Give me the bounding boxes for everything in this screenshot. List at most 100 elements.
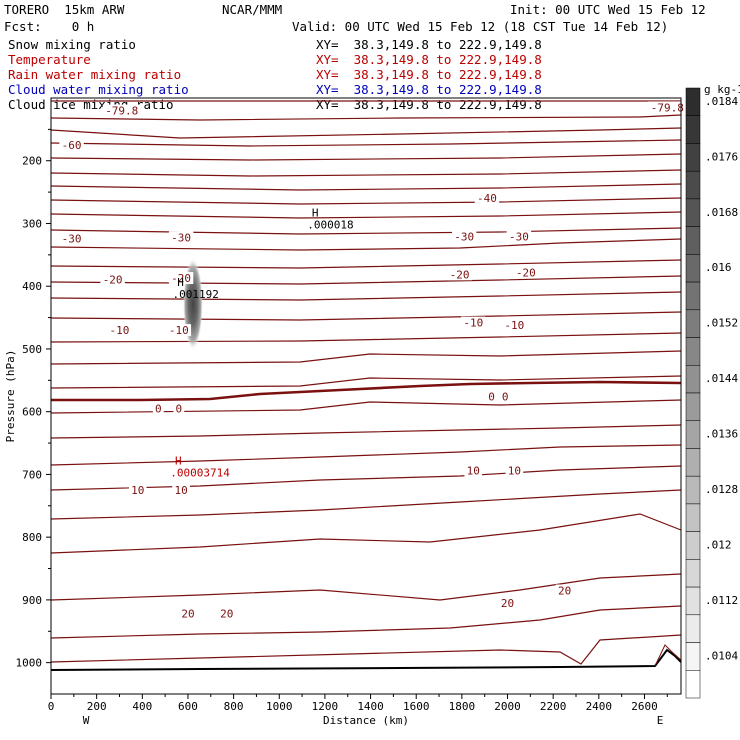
contour-label-6: -30 [454,231,474,244]
contour-label-bg-22 [464,464,483,477]
y-axis: 200 300 400 500 600 700 800 900 1000 [16,128,51,670]
extremum-value-2: .00003714 [170,466,230,479]
contour-labels: -79.8 -79.8 -60 -40 -30 -30 -30 -30 -20 -20 -20 -20… [59,101,687,621]
contour-label-13: -10 [169,324,189,337]
x-tick-label-11: 2200 [540,700,567,713]
x-axis: 0 200 400 600 800 1000 1200 1400 1600 1800 2000 220… [48,694,668,713]
temperature-contour-line-23 [50,513,682,554]
temperature-contour-line-26 [50,634,682,665]
x-axis-label: Distance (km) [323,714,409,727]
colorbar-tick-label-3: .0128 [705,483,738,496]
temperature-contour-line-24 [50,573,682,601]
y-tick-label-3: 500 [22,343,42,356]
x-tick-label-1: 200 [87,700,107,713]
colorbar-tick-label-1: .0112 [705,594,738,607]
field-xy-temperature: XY= 38.3,149.8 to 222.9,149.8 [316,52,542,67]
temperature-contour-line-17 [50,375,682,389]
field-label-temperature: Temperature [8,52,91,67]
contour-label-bg-15 [502,319,527,332]
colorbar-cell-18 [685,586,701,616]
contour-label-bg-7 [506,230,532,243]
extremum-letter-0: H [312,206,319,219]
center-name: NCAR/MMM [222,2,283,17]
contour-label-bg-8 [100,273,125,286]
colorbar-tick-label-4: .0136 [705,428,738,441]
contour-label-4: -30 [62,233,82,246]
temperature-contour-line-6 [50,183,682,191]
colorbar-cell-2 [685,143,701,172]
y-tick-label-4: 600 [22,406,42,419]
field-label-snow: Snow mixing ratio [8,37,136,52]
contour-label-bg-10 [447,268,472,281]
contour-label-18: 0 [488,391,495,404]
contour-label-bg-2 [59,139,84,152]
terrain-surface [50,648,682,671]
contour-label-19: 0 [502,391,509,404]
temperature-contour-line-1 [50,114,682,121]
temperature-contour-line-22 [50,489,682,520]
contour-label-bg-6 [451,230,477,243]
temperature-contours [50,100,682,665]
colorbar-cell-0 [685,87,701,116]
contour-label-bg-27 [555,584,574,597]
contour-label-bg-20 [128,484,147,497]
contour-label-11: -20 [516,266,536,279]
y-axis-label: Pressure (hPa) [4,350,17,443]
contour-label-23: 10 [508,465,521,478]
contour-label-bg-0 [648,101,687,114]
contour-label-1: -79.8 [105,105,138,118]
y-tick-label-8: 1000 [16,657,43,670]
plot-frame [50,97,682,695]
temperature-contour-line-19 [50,424,682,439]
contour-label-17: 0 [176,403,183,416]
temperature-contour-line-12 [50,275,682,285]
contour-label-12: -10 [110,324,130,337]
init-time: Init: 00 UTC Wed 15 Feb 12 [510,2,706,17]
x-tick-label-6: 1200 [312,700,339,713]
colorbar-cell-10 [685,365,701,394]
contour-label-bg-23 [505,464,524,477]
contour-label-bg-4 [59,232,84,245]
contour-label-bg-12 [107,324,132,337]
field-xy-rain: XY= 38.3,149.8 to 222.9,149.8 [316,67,542,82]
colorbar-cell-6 [685,254,701,283]
contour-label-9: -20 [171,272,191,285]
x-tick-label-10: 2000 [494,700,521,713]
contour-label-bg-26 [498,597,517,610]
temperature-contour-line-7 [50,197,682,205]
colorbar-cell-20 [685,642,701,671]
temperature-contour-line-20 [50,444,682,466]
field-xy-snow: XY= 38.3,149.8 to 222.9,149.8 [316,37,542,52]
contour-label-16: 0 [155,403,162,416]
colorbar-cell-7 [685,281,701,311]
forecast-hour: Fcst: 0 h [4,19,95,34]
colorbar-cell-3 [685,170,701,200]
y-tick-label-2: 400 [22,280,42,293]
valid-time: Valid: 00 UTC Wed 15 Feb 12 (18 CST Tue … [292,19,669,34]
colorbar-cell-9 [685,337,701,366]
colorbar-cell-21 [685,670,701,699]
temperature-contour-line-9 [50,227,682,235]
contour-label-3: -40 [477,192,497,205]
colorbar-cell-1 [685,115,701,144]
west-end-label: W [83,714,90,727]
x-tick-label-12: 2400 [586,700,613,713]
temperature-contour-line-16 [50,350,682,365]
y-tick-label-0: 200 [22,155,42,168]
temperature-contour-line-4 [50,153,682,161]
extremum-letter-1: H [177,276,184,289]
temperature-contour-line-18 [50,399,682,414]
model-title: TORERO 15km ARW [4,2,125,17]
colorbar-tick-label-2: .012 [705,539,732,552]
contour-label-bg-24 [179,607,197,620]
contour-label-bg-3 [474,191,500,204]
colorbar-tick-label-6: .0152 [705,317,738,330]
colorbar-cell-11 [685,392,701,421]
contour-label-26: 20 [501,597,514,610]
contour-label-20: 10 [131,484,144,497]
colorbar-tick-label-10: .0184 [705,95,738,108]
contour-label-24: 20 [181,608,194,621]
contour-label-14: -10 [463,317,483,330]
